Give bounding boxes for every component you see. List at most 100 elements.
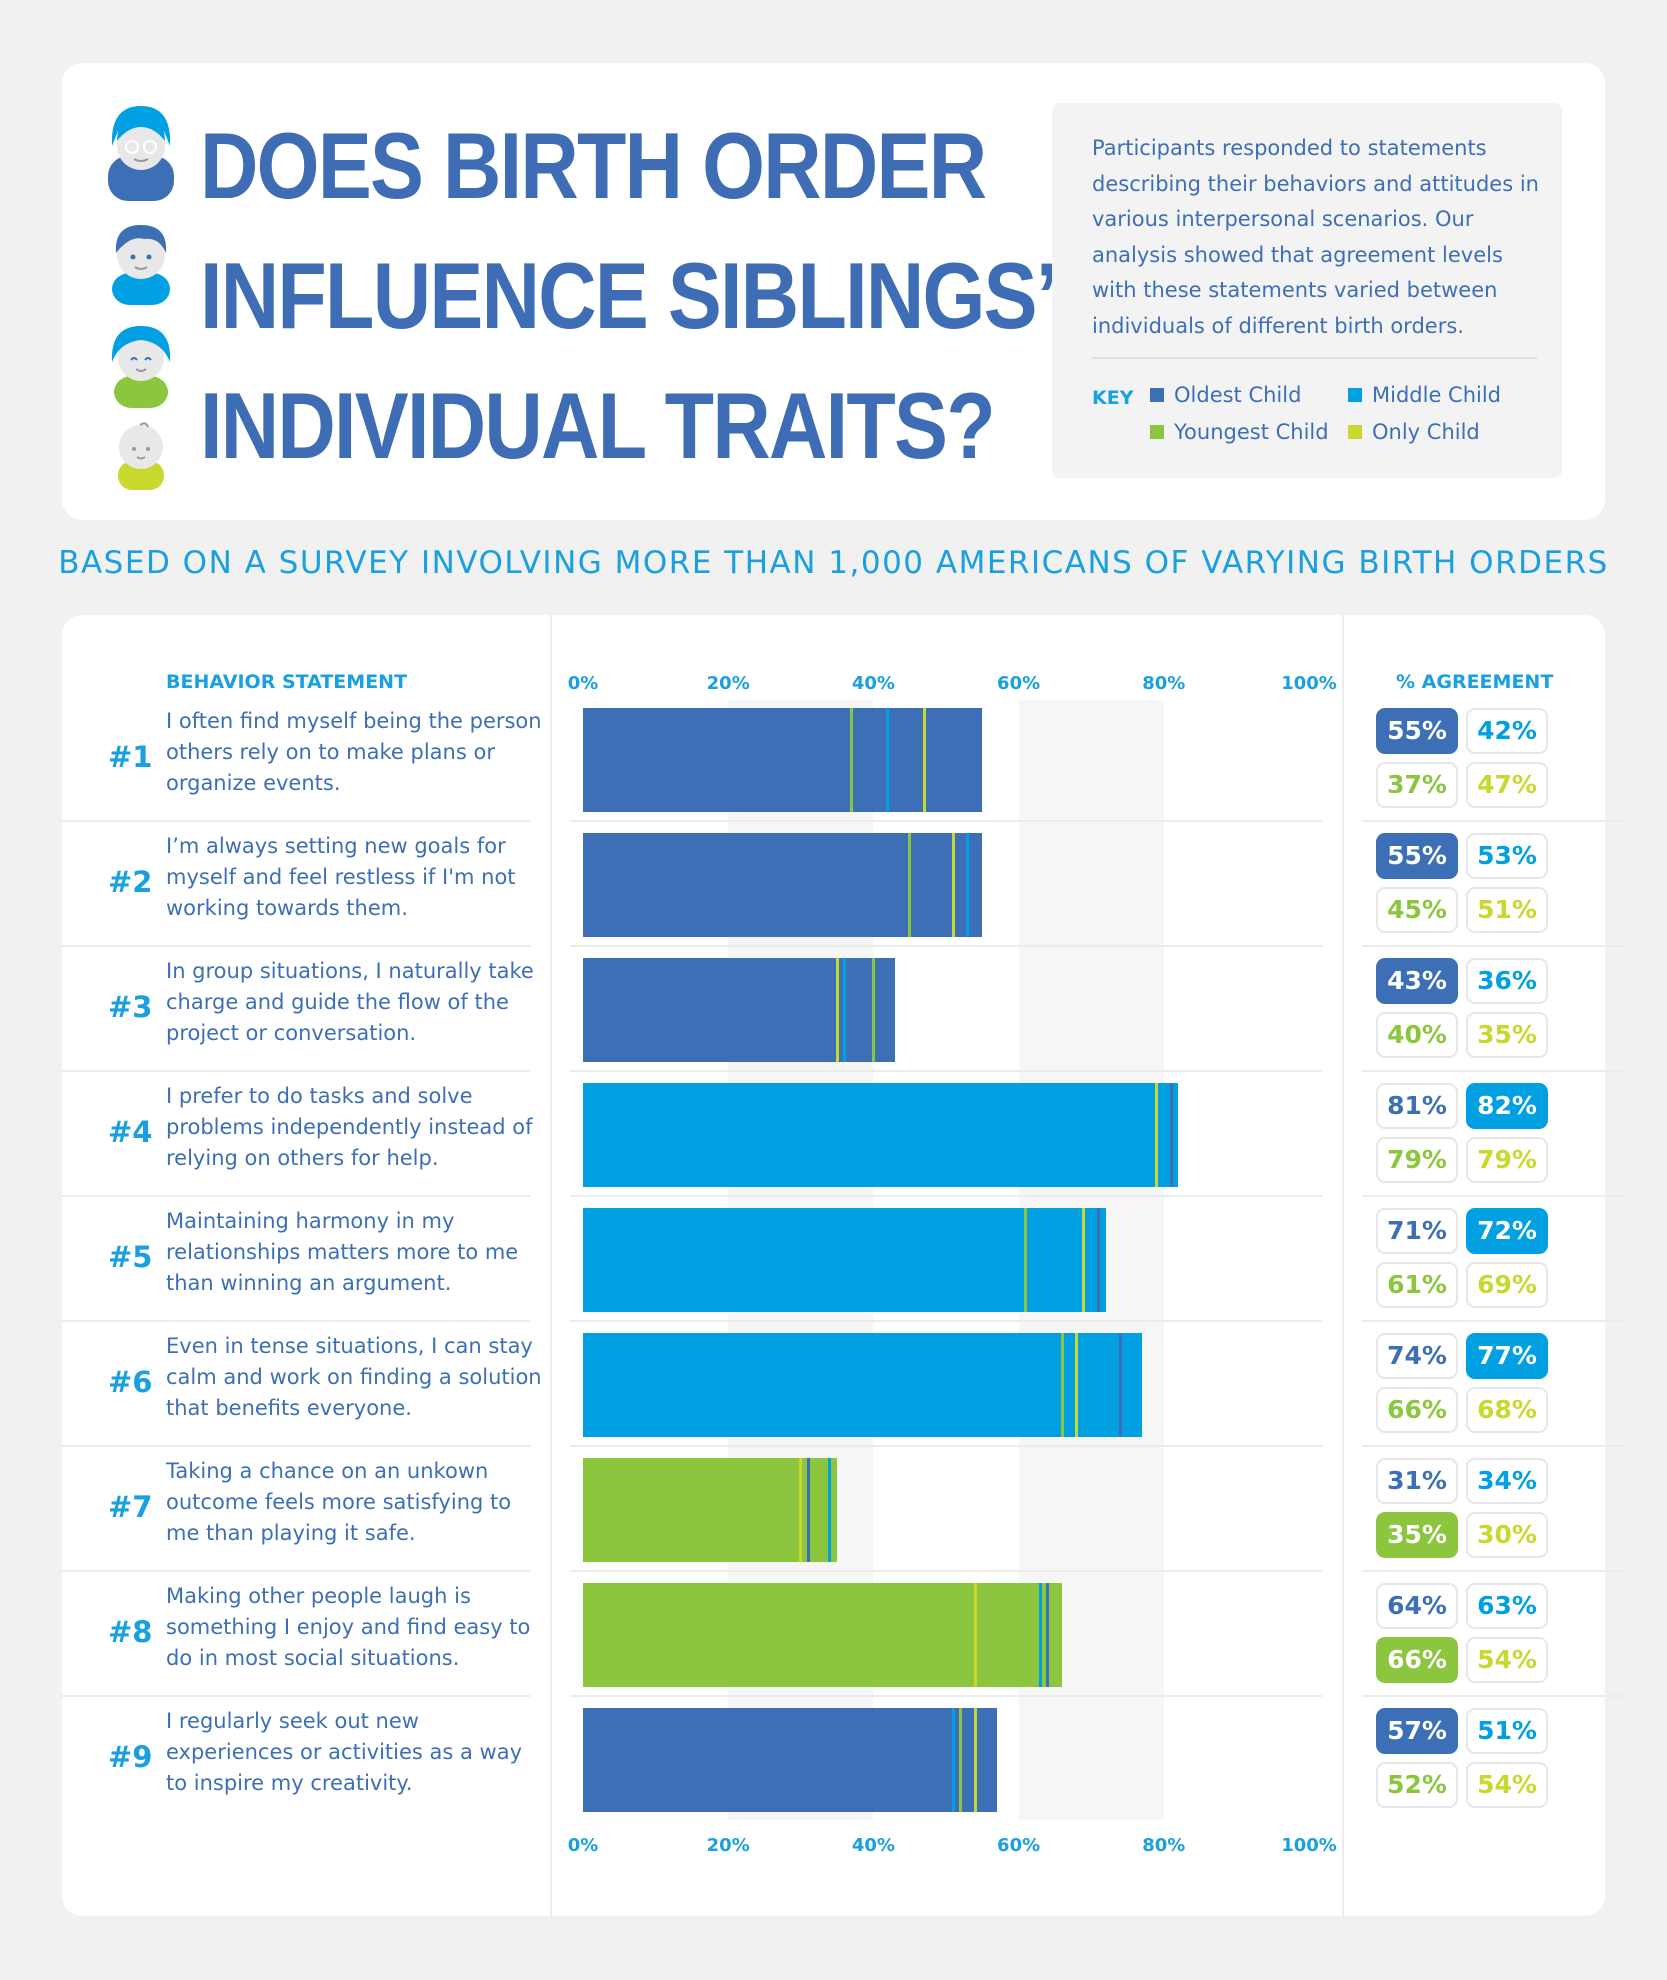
title-line-3: INDIVIDUAL TRAITS?	[200, 373, 996, 478]
row-separator	[1362, 1695, 1624, 1697]
marker-youngest-child	[908, 833, 912, 937]
row-separator	[570, 1320, 1322, 1322]
oldest-child-avatar-icon	[108, 106, 174, 201]
description-text: Participants responded to statements des…	[1092, 136, 1539, 338]
row-separator	[1362, 1320, 1624, 1322]
only-swatch	[1348, 425, 1362, 439]
only-child-avatar-icon	[118, 422, 164, 490]
statement-text: Making other people laugh is something I…	[166, 1584, 531, 1670]
pct-only-child: 47%	[1466, 762, 1548, 808]
key-only-label: Only Child	[1372, 420, 1480, 444]
row-separator	[570, 1695, 1322, 1697]
pct-middle-child: 63%	[1466, 1583, 1548, 1629]
statement-text: I prefer to do tasks and solve problems …	[166, 1084, 533, 1170]
row-separator	[1362, 1070, 1624, 1072]
row-separator	[570, 1570, 1322, 1572]
row-separator	[570, 945, 1322, 947]
row-separator	[62, 820, 530, 822]
bar-youngest-child	[583, 1583, 1063, 1687]
key-middle-label: Middle Child	[1372, 383, 1502, 407]
pct-oldest-child: 31%	[1376, 1458, 1458, 1504]
key-label: KEY	[1092, 387, 1134, 409]
marker-only-child	[1075, 1333, 1079, 1437]
oldest-swatch	[1150, 388, 1164, 402]
title-line-1: DOES BIRTH ORDER	[200, 113, 987, 218]
pct-middle-child: 72%	[1466, 1208, 1548, 1254]
pct-only-child: 35%	[1466, 1012, 1548, 1058]
statement-text: Even in tense situations, I can stay cal…	[166, 1334, 542, 1420]
pct-oldest-child: 81%	[1376, 1083, 1458, 1129]
key-item-middle: Middle Child	[1348, 383, 1501, 407]
middle-swatch	[1348, 388, 1362, 402]
row-separator	[62, 945, 530, 947]
youngest-child-avatar-icon	[111, 326, 171, 408]
statement-number: #8	[108, 1615, 153, 1649]
statement-number: #6	[108, 1365, 153, 1399]
marker-only-child	[951, 833, 955, 937]
marker-middle-child	[1038, 1583, 1042, 1687]
statement-text: I regularly seek out new experiences or …	[166, 1709, 523, 1795]
key-youngest-label: Youngest Child	[1174, 420, 1329, 444]
statement-number: #1	[108, 740, 153, 774]
x-tick-label-bottom: 80%	[1142, 1835, 1186, 1856]
pct-oldest-child: 74%	[1376, 1333, 1458, 1379]
pct-oldest-child: 55%	[1376, 833, 1458, 879]
row-separator	[62, 1195, 530, 1197]
column-divider-right	[1342, 615, 1344, 1916]
bar-oldest-child	[583, 1708, 997, 1812]
marker-youngest-child	[1060, 1333, 1064, 1437]
key-item-youngest: Youngest Child	[1150, 420, 1329, 444]
pct-youngest-child: 37%	[1376, 762, 1458, 808]
row-separator	[62, 1570, 530, 1572]
bar-oldest-child	[583, 708, 983, 812]
marker-youngest-child	[1024, 1208, 1028, 1312]
key-oldest-label: Oldest Child	[1174, 383, 1302, 407]
description-box: Participants responded to statements des…	[1052, 103, 1562, 478]
pct-middle-child: 53%	[1466, 833, 1548, 879]
bar-oldest-child	[583, 833, 983, 937]
marker-oldest-child	[1096, 1208, 1100, 1312]
pct-youngest-child: 45%	[1376, 887, 1458, 933]
marker-only-child	[973, 1583, 977, 1687]
pct-youngest-child: 66%	[1376, 1637, 1458, 1683]
marker-only-child	[1082, 1208, 1086, 1312]
statement-column-header: BEHAVIOR STATEMENT	[166, 671, 408, 693]
pct-youngest-child: 40%	[1376, 1012, 1458, 1058]
bar-middle-child	[583, 1333, 1143, 1437]
marker-middle-child	[828, 1458, 832, 1562]
row-separator	[62, 1695, 530, 1697]
statement-number: #3	[108, 990, 153, 1024]
pct-oldest-child: 55%	[1376, 708, 1458, 754]
marker-youngest-child	[959, 1708, 963, 1812]
bar-middle-child	[583, 1083, 1179, 1187]
column-divider-left	[550, 615, 552, 1916]
pct-only-child: 51%	[1466, 887, 1548, 933]
description-divider	[1092, 357, 1537, 359]
youngest-swatch	[1150, 425, 1164, 439]
marker-oldest-child	[1046, 1583, 1050, 1687]
x-tick-label-top: 100%	[1281, 673, 1337, 694]
pct-only-child: 79%	[1466, 1137, 1548, 1183]
bar-middle-child	[583, 1208, 1106, 1312]
pct-middle-child: 77%	[1466, 1333, 1548, 1379]
pct-middle-child: 51%	[1466, 1708, 1548, 1754]
statement-number: #7	[108, 1490, 153, 1524]
subtitle: BASED ON A SURVEY INVOLVING MORE THAN 1,…	[58, 545, 1609, 581]
marker-youngest-child	[871, 958, 875, 1062]
x-tick-label-top: 80%	[1142, 673, 1186, 694]
marker-only-child	[1155, 1083, 1159, 1187]
statement-text: Taking a chance on an unkown outcome fee…	[166, 1459, 512, 1545]
marker-youngest-child	[850, 708, 854, 812]
x-tick-label-bottom: 100%	[1281, 1835, 1337, 1856]
x-tick-label-top: 20%	[706, 673, 750, 694]
pct-middle-child: 34%	[1466, 1458, 1548, 1504]
page-title: DOES BIRTH ORDER INFLUENCE SIBLINGS’ IND…	[200, 101, 1058, 491]
row-separator	[570, 1445, 1322, 1447]
pct-middle-child: 42%	[1466, 708, 1548, 754]
x-tick-label-bottom: 40%	[851, 1835, 895, 1856]
x-tick-label-top: 40%	[851, 673, 895, 694]
pct-only-child: 30%	[1466, 1512, 1548, 1558]
statement-number: #5	[108, 1240, 153, 1274]
pct-youngest-child: 61%	[1376, 1262, 1458, 1308]
pct-oldest-child: 64%	[1376, 1583, 1458, 1629]
